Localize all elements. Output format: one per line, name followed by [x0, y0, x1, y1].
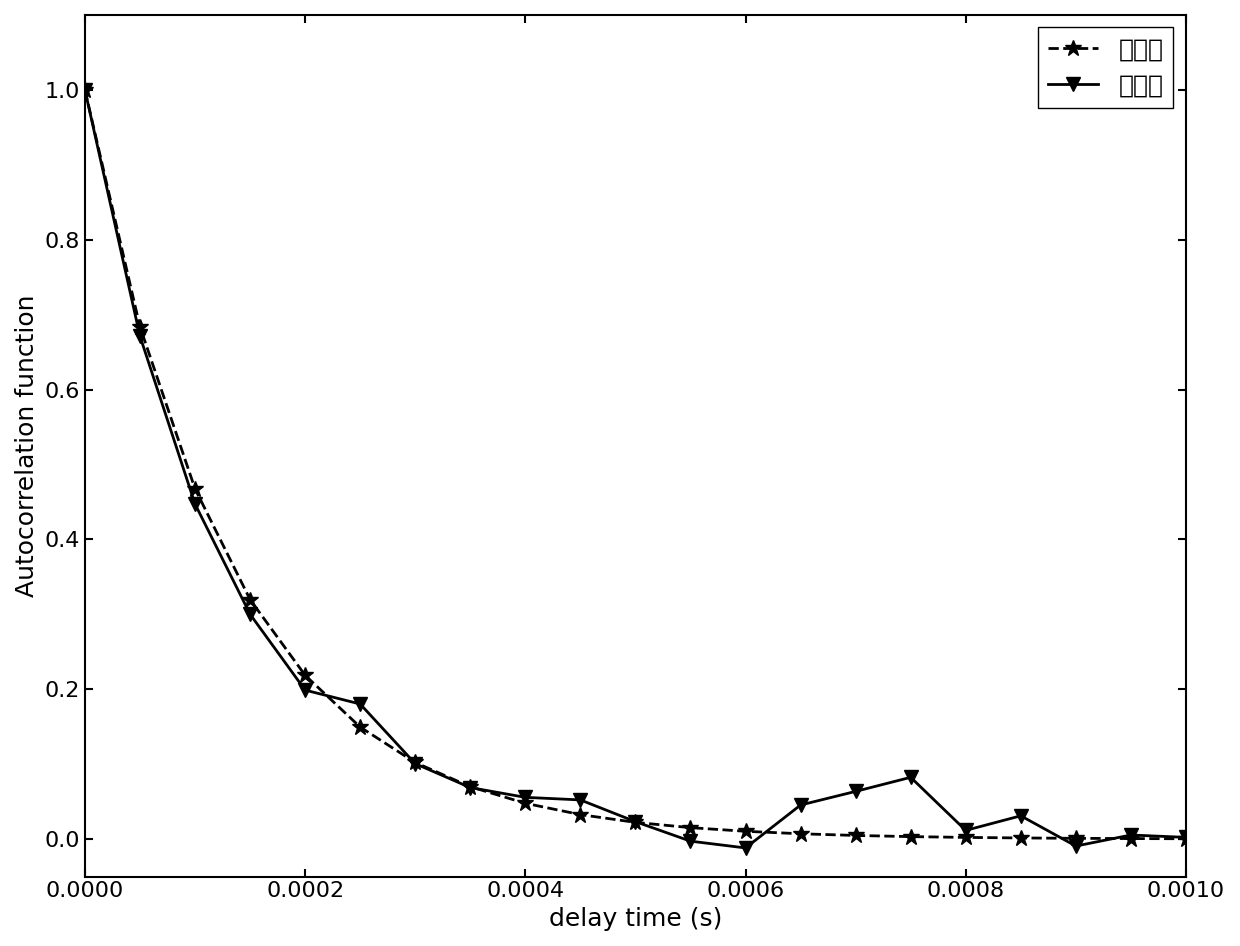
Y-axis label: Autocorrelation function: Autocorrelation function	[15, 294, 38, 597]
理论值	[298, 670, 312, 681]
理论值	[959, 832, 973, 843]
实验值	[243, 608, 258, 620]
Line: 实验值: 实验值	[78, 83, 1193, 855]
理论值	[573, 809, 588, 820]
Legend: 理论值, 实验值: 理论值, 实验值	[1038, 27, 1173, 108]
实验值	[848, 786, 863, 797]
实验值	[298, 685, 312, 696]
实验值	[683, 835, 698, 847]
理论值	[1069, 832, 1084, 844]
实验值	[408, 758, 423, 769]
实验值	[518, 792, 533, 803]
实验值	[463, 782, 477, 794]
理论值	[1178, 833, 1193, 845]
实验值	[738, 842, 753, 853]
实验值	[1013, 810, 1028, 821]
实验值	[959, 825, 973, 836]
X-axis label: delay time (s): delay time (s)	[549, 907, 722, 931]
实验值	[133, 330, 148, 342]
理论值	[738, 826, 753, 837]
理论值	[903, 831, 918, 842]
理论值	[133, 321, 148, 332]
理论值	[463, 781, 477, 793]
理论值	[77, 84, 92, 96]
实验值	[794, 799, 808, 811]
实验值	[573, 795, 588, 806]
理论值	[1013, 832, 1028, 844]
理论值	[408, 757, 423, 768]
理论值	[848, 830, 863, 841]
Line: 理论值: 理论值	[77, 81, 1194, 847]
理论值	[683, 822, 698, 833]
实验值	[1069, 840, 1084, 851]
实验值	[352, 698, 367, 710]
实验值	[903, 772, 918, 783]
理论值	[518, 797, 533, 809]
理论值	[627, 816, 642, 828]
实验值	[1178, 832, 1193, 843]
理论值	[352, 722, 367, 733]
实验值	[1123, 830, 1138, 841]
理论值	[1123, 832, 1138, 844]
实验值	[627, 816, 642, 828]
实验值	[77, 84, 92, 96]
理论值	[794, 828, 808, 839]
理论值	[243, 594, 258, 605]
实验值	[187, 499, 202, 510]
理论值	[187, 483, 202, 495]
